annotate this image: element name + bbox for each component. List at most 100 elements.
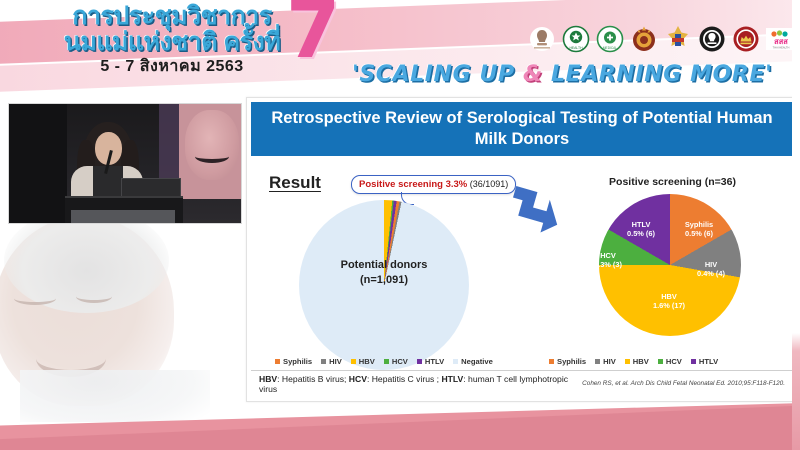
legend-swatch-syphilis (275, 359, 280, 364)
slice-label-hiv: HIV 0.4% (4) (689, 260, 733, 279)
legend2-swatch-hbv (624, 359, 630, 364)
legend-item-hbv: HBV (350, 357, 375, 366)
logo-foundation-icon (528, 25, 556, 53)
legend-positive-screening: Syphilis HIV HBV HCV HTLV (549, 357, 718, 366)
legend-label-negative: Negative (461, 357, 493, 366)
slice-label-syphilis-name: Syphilis (684, 220, 714, 229)
potential-donors-center-label: Potential donors (n=1,091) (299, 258, 469, 288)
podium-base (71, 210, 175, 223)
slice-label-hbv-name: HBV (661, 292, 677, 301)
abbr-htlv-text: : human T cell lymphotropic virus (259, 373, 569, 394)
baby-left-eye (14, 292, 56, 305)
speaker-video-feed[interactable] (8, 103, 242, 224)
baby-right-eye (76, 290, 112, 303)
logo-royal-emblem-icon (630, 25, 658, 53)
event-tagline: 'SCALING UP & LEARNING MORE' (352, 62, 792, 87)
legend-swatch-hbv (350, 359, 356, 364)
svg-text:HEALTH: HEALTH (569, 46, 583, 50)
legend-label-syphilis: Syphilis (283, 357, 313, 366)
right-edge-strip (792, 0, 800, 450)
slice-label-htlv: HTLV 0.5% (6) (619, 220, 663, 239)
background-baby-photo (0, 200, 250, 422)
tagline-part-2: LEARNING MORE' (542, 62, 773, 87)
blue-arrow-icon (505, 186, 563, 244)
legend-item-hiv: HIV (321, 357, 342, 366)
legend-swatch-hcv (383, 359, 389, 364)
legend2-label-hbv: HBV (632, 357, 649, 366)
abbr-hcv: HCV (348, 373, 367, 384)
legend2-label-syphilis: Syphilis (557, 357, 587, 366)
legend-label-hbv: HBV (358, 357, 375, 366)
event-date: 5 - 7 สิงหาคม 2563 (100, 58, 244, 75)
event-thai-title: การประชุมวิชาการ นมแม่แห่งชาติ ครั้งที่ … (22, 4, 322, 75)
legend-item-htlv: HTLV (416, 357, 445, 366)
abbr-hbv-text: : Hepatitis B virus; (277, 373, 349, 384)
legend2-label-hcv: HCV (665, 357, 682, 366)
slice-label-hcv-name: HCV (600, 251, 616, 260)
legend-item-hcv: HCV (383, 357, 408, 366)
result-heading: Result (269, 173, 321, 192)
logo-health-green-icon: HEALTH (562, 25, 590, 53)
event-edition-number: 7 (286, 0, 341, 76)
legend-swatch-hiv (321, 359, 327, 364)
logo-thaihealth-icon: สสส THAI HEALTH (766, 25, 796, 53)
positive-screening-pie-chart (599, 194, 741, 336)
footer-pink-band (0, 392, 800, 450)
potential-donors-pie-chart (299, 200, 469, 370)
legend2-item-syphilis: Syphilis (549, 357, 586, 366)
slide-title: Retrospective Review of Serological Test… (251, 102, 793, 156)
slice-label-hcv-value: 0.3% (3) (594, 260, 622, 270)
svg-text:สสส: สสส (774, 37, 788, 46)
legend-potential-donors: Syphilis HIV HBV HCV HTLV Negative (275, 357, 493, 366)
potential-donors-label-line-2: (n=1,091) (360, 273, 408, 286)
legend2-swatch-htlv (690, 359, 696, 364)
legend2-item-htlv: HTLV (690, 357, 719, 366)
abbr-hbv: HBV (259, 373, 278, 384)
abbreviation-text: HBV: Hepatitis B virus; HCV: Hepatitis C… (259, 374, 582, 394)
legend-item-syphilis: Syphilis (275, 357, 312, 366)
logo-ministry-icon (664, 25, 692, 53)
slice-label-htlv-name: HTLV (631, 220, 651, 229)
video-screen-face-closeup (185, 110, 239, 180)
legend-label-htlv: HTLV (424, 357, 445, 366)
logo-red-crown-icon (732, 25, 760, 53)
slice-label-htlv-value: 0.5% (6) (627, 229, 655, 239)
event-title-line-1: การประชุมวิชาการ (72, 2, 272, 30)
legend-item-negative: Negative (453, 357, 493, 366)
positive-screening-callout: Positive screening 3.3% (36/1091) (351, 175, 517, 194)
callout-highlight-text: Positive screening 3.3% (359, 179, 468, 190)
slice-label-syphilis-value: 0.5% (6) (685, 229, 713, 239)
legend2-swatch-syphilis (549, 359, 554, 364)
potential-donors-label-line-1: Potential donors (340, 259, 428, 271)
legend2-item-hcv: HCV (657, 357, 682, 366)
video-wall-left (9, 104, 67, 223)
event-title-line-2: นมแม่แห่งชาติ ครั้งที่ (63, 28, 281, 56)
slice-label-hbv-value: 1.6% (17) (652, 301, 686, 311)
legend2-label-htlv: HTLV (698, 357, 719, 366)
video-closeup-eye (195, 150, 229, 163)
event-header-banner: การประชุมวิชาการ นมแม่แห่งชาติ ครั้งที่ … (0, 0, 800, 95)
slice-label-hcv: HCV 0.3% (3) (587, 251, 629, 270)
legend-swatch-negative (453, 359, 459, 364)
legend2-item-hbv: HBV (624, 357, 649, 366)
positive-screening-chart-title: Positive screening (n=36) (609, 176, 736, 188)
citation-text: Cohen RS, et al. Arch Dis Child Fetal Ne… (582, 380, 785, 387)
legend2-item-hiv: HIV (595, 357, 616, 366)
baby-body-shape (20, 370, 210, 422)
legend2-label-hiv: HIV (603, 357, 616, 366)
svg-text:MEDICAL: MEDICAL (603, 46, 617, 50)
callout-sub-text: (36/1091) (467, 179, 509, 189)
tagline-ampersand: & (522, 62, 543, 87)
slide-footnote: HBV: Hepatitis B virus; HCV: Hepatitis C… (251, 370, 793, 396)
tagline-part-1: 'SCALING UP (352, 62, 523, 87)
presentation-slide: Retrospective Review of Serological Test… (246, 97, 798, 402)
abbr-htlv: HTLV (441, 373, 464, 384)
svg-text:THAI HEALTH: THAI HEALTH (773, 46, 790, 50)
logo-health-green-2-icon: MEDICAL (596, 25, 624, 53)
legend-label-hcv: HCV (391, 357, 408, 366)
slice-label-hiv-value: 0.4% (4) (697, 269, 725, 279)
slice-label-syphilis: Syphilis 0.5% (6) (675, 220, 723, 239)
legend2-swatch-hcv (657, 359, 663, 364)
slice-label-hiv-name: HIV (704, 260, 718, 269)
